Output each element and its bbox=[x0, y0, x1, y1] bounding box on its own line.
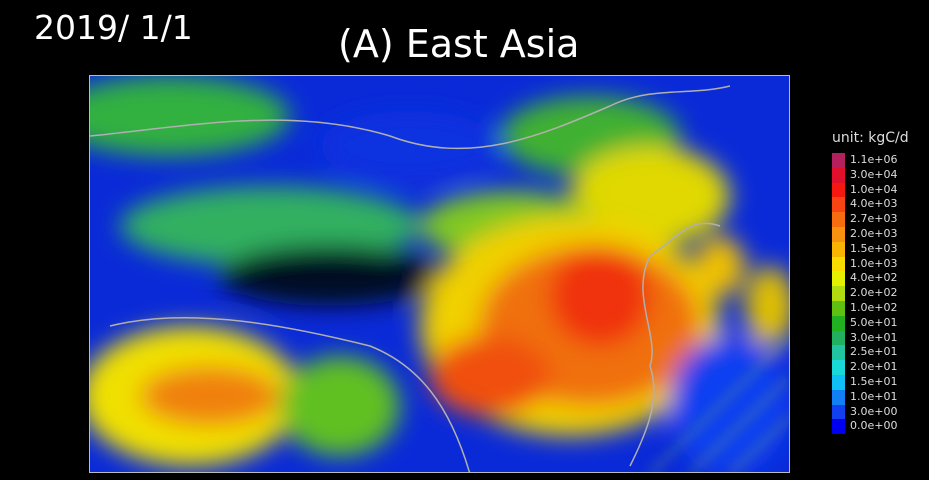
legend-swatch bbox=[832, 330, 845, 346]
legend-label: 1.0e+04 bbox=[850, 182, 898, 196]
emission-map bbox=[89, 75, 790, 473]
legend-label: 0.0e+00 bbox=[850, 419, 898, 433]
legend-label: 2.7e+03 bbox=[850, 212, 898, 226]
legend-label: 3.0e+00 bbox=[850, 404, 898, 418]
legend-swatch bbox=[832, 167, 845, 183]
legend-swatch bbox=[832, 256, 845, 272]
legend-swatch bbox=[832, 374, 845, 390]
legend-label: 2.0e+03 bbox=[850, 226, 898, 240]
legend-label: 1.1e+06 bbox=[850, 153, 898, 166]
legend-label: 5.0e+01 bbox=[850, 315, 898, 329]
legend-swatch bbox=[832, 389, 845, 405]
legend-swatch bbox=[832, 241, 845, 257]
map-title: (A) East Asia bbox=[338, 22, 580, 66]
legend-label: 1.0e+03 bbox=[850, 256, 898, 270]
legend-swatch bbox=[832, 300, 845, 316]
legend-label: 1.5e+03 bbox=[850, 241, 898, 255]
legend-swatch bbox=[832, 271, 845, 287]
legend-label: 2.0e+01 bbox=[850, 360, 898, 374]
legend-label: 1.0e+01 bbox=[850, 389, 898, 403]
legend-swatch bbox=[832, 182, 845, 198]
legend-label: 1.0e+02 bbox=[850, 300, 898, 314]
legend-label: 4.0e+02 bbox=[850, 271, 898, 285]
legend-swatch bbox=[832, 226, 845, 242]
country-boundaries bbox=[90, 85, 731, 472]
legend-swatch bbox=[832, 360, 845, 375]
legend-label: 2.0e+02 bbox=[850, 286, 898, 300]
legend-swatch bbox=[832, 404, 845, 420]
legend-label: 3.0e+04 bbox=[850, 167, 898, 181]
legend-label: 4.0e+03 bbox=[850, 197, 898, 211]
legend-swatch bbox=[832, 153, 845, 168]
legend-swatch bbox=[832, 212, 845, 227]
legend-title: unit: kgC/d bbox=[832, 130, 909, 146]
legend-label: 1.5e+01 bbox=[850, 374, 898, 388]
legend-swatch bbox=[832, 197, 845, 213]
shipping-routes bbox=[650, 336, 789, 472]
legend-label: 2.5e+01 bbox=[850, 345, 898, 359]
legend-label: 3.0e+01 bbox=[850, 330, 898, 344]
legend-swatch bbox=[832, 345, 845, 361]
date-label: 2019/ 1/1 bbox=[34, 8, 193, 47]
legend-swatch bbox=[832, 315, 845, 331]
legend-swatch bbox=[832, 419, 845, 435]
emission-field bbox=[90, 76, 789, 472]
legend-swatch bbox=[832, 286, 845, 301]
